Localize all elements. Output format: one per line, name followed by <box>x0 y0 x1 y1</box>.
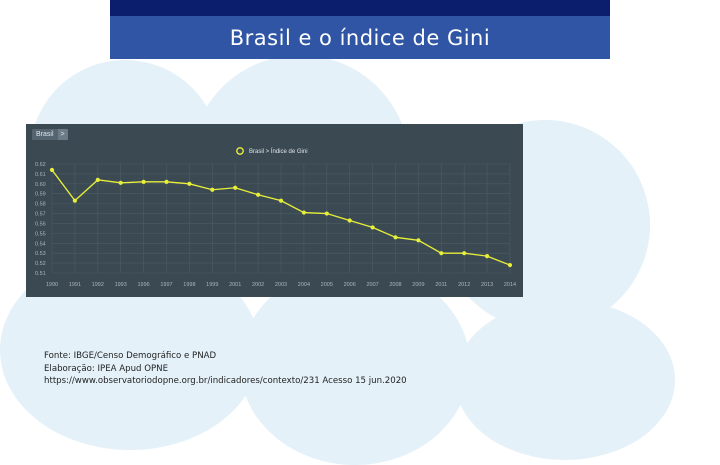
data-point <box>301 210 306 215</box>
y-tick-label: 0.52 <box>35 261 46 267</box>
x-tick-label: 2001 <box>229 282 241 288</box>
x-tick-label: 1990 <box>46 282 58 288</box>
x-tick-label: 1998 <box>183 282 195 288</box>
data-point <box>141 179 146 184</box>
x-tick-label: 1997 <box>160 282 172 288</box>
x-tick-label: 1992 <box>92 282 104 288</box>
data-point <box>439 251 444 256</box>
line-chart: 0.62 0.61 0.60 0.59 0.58 0.57 0.56 0.55 0.54 0.53… <box>35 147 516 288</box>
data-point <box>72 198 77 203</box>
data-point <box>393 235 398 240</box>
data-point <box>164 179 169 184</box>
note-elaboration: Elaboração: IPEA Apud OPNE <box>44 363 169 374</box>
note-source: Fonte: IBGE/Censo Demográfico e PNAD <box>44 351 217 361</box>
y-tick-label: 0.54 <box>35 241 46 247</box>
data-point <box>485 254 490 259</box>
data-point <box>187 181 192 186</box>
x-tick-label: 2014 <box>504 282 516 288</box>
x-tick-label: 1999 <box>206 282 218 288</box>
y-tick-label: 0.53 <box>35 251 46 257</box>
x-tick-label: 1996 <box>137 282 149 288</box>
data-point <box>370 225 375 230</box>
data-point <box>49 167 55 173</box>
x-tick-label: 2004 <box>298 282 310 288</box>
data-point <box>324 211 329 216</box>
data-point <box>462 251 467 256</box>
breadcrumb[interactable]: Brasil > <box>32 128 68 141</box>
slide-title: Brasil e o índice de Gini <box>229 25 491 50</box>
y-tick-label: 0.55 <box>35 231 46 237</box>
x-tick-label: 2008 <box>389 282 401 288</box>
source-notes: Fonte: IBGE/Censo Demográfico e PNAD Ela… <box>44 350 484 388</box>
y-tick-label: 0.51 <box>35 271 46 277</box>
x-tick-label: 2002 <box>252 282 264 288</box>
y-tick-label: 0.61 <box>35 172 46 178</box>
data-point <box>347 218 352 223</box>
data-point <box>278 198 284 203</box>
x-tick-label: 2005 <box>321 282 333 288</box>
data-point <box>233 185 238 190</box>
x-tick-label: 2013 <box>481 282 493 288</box>
data-point <box>416 238 421 243</box>
x-tick-label: 2009 <box>412 282 424 288</box>
data-point <box>118 180 123 185</box>
y-tick-label: 0.62 <box>35 162 46 168</box>
title-bar-accent <box>110 0 610 16</box>
background-circle <box>455 300 675 460</box>
y-tick-label: 0.60 <box>35 182 46 188</box>
note-url: https://www.observatoriodopne.org.br/ind… <box>44 376 407 386</box>
data-point <box>507 262 513 268</box>
chart-panel: Brasil > 0.62 0.61 0.60 0.59 0.58 0.57 0.56 0.5… <box>26 124 523 297</box>
x-tick-label: 2006 <box>344 282 356 288</box>
data-point <box>256 192 261 197</box>
y-tick-label: 0.57 <box>35 212 46 218</box>
data-point <box>210 187 215 192</box>
legend-label: Brasil > Índice de Gini <box>249 148 308 155</box>
x-tick-label: 2011 <box>435 282 447 288</box>
y-tick-label: 0.58 <box>35 202 46 208</box>
legend-marker <box>236 147 244 155</box>
title-bar: Brasil e o índice de Gini <box>110 0 610 59</box>
x-tick-label: 1993 <box>115 282 127 288</box>
x-tick-label: 1991 <box>69 282 81 288</box>
x-tick-label: 2003 <box>275 282 287 288</box>
x-tick-label: 2012 <box>458 282 470 288</box>
chevron-right-icon[interactable]: > <box>57 129 68 140</box>
data-point <box>95 177 100 182</box>
y-tick-label: 0.56 <box>35 221 46 227</box>
x-tick-label: 2007 <box>366 282 378 288</box>
breadcrumb-label[interactable]: Brasil <box>32 129 58 140</box>
y-tick-label: 0.59 <box>35 192 46 198</box>
